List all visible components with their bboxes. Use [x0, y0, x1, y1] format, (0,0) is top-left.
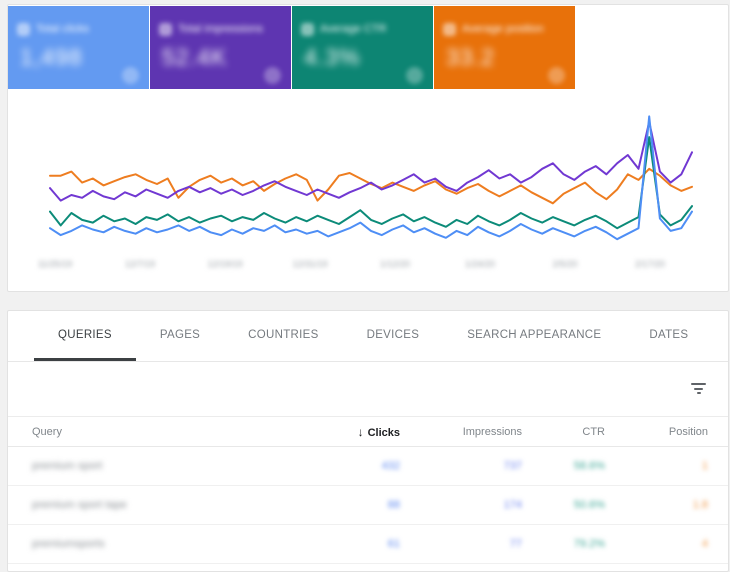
tab-search-appearance[interactable]: SEARCH APPEARANCE — [467, 328, 602, 341]
cell-clicks: 432 — [381, 460, 400, 472]
sort-desc-arrow-icon: ↓ — [357, 424, 364, 439]
chart-line-impressions — [49, 120, 693, 202]
performance-chart-panel: Total clicks 1,498 Total impressions 52.4K A… — [7, 4, 729, 292]
column-header-position[interactable]: Position — [668, 425, 708, 438]
cell-impressions: 737 — [503, 460, 522, 472]
tab-countries[interactable]: COUNTRIES — [248, 328, 319, 341]
summary-cards: Total clicks 1,498 Total impressions 52.4K A… — [8, 6, 575, 89]
help-circle-icon — [548, 67, 565, 84]
x-axis-tick-label: 12/7/19 — [124, 259, 156, 269]
cell-query[interactable]: premiumsports — [32, 538, 105, 550]
table-header-row: Query ↓ Clicks Impressions CTR Position — [8, 417, 728, 447]
metric-card-total-clicks[interactable]: Total clicks 1,498 — [8, 6, 149, 89]
cell-clicks: 61 — [387, 538, 400, 550]
metric-card-label: Average position — [462, 23, 544, 35]
tab-pages[interactable]: PAGES — [159, 328, 201, 341]
x-axis-tick-label: 12/19/19 — [207, 259, 243, 269]
table-row[interactable]: premium sport tape 88 174 50.6% 1.8 — [8, 486, 728, 525]
metric-card-head: Average CTR — [302, 23, 386, 35]
metric-card-head: Total impressions — [160, 23, 263, 35]
cell-position: 4 — [701, 538, 708, 550]
metric-card-average-ctr[interactable]: Average CTR 4.3% — [292, 6, 433, 89]
cell-query[interactable]: premium sport — [32, 460, 103, 472]
chart-line-clicks — [49, 115, 693, 241]
table-row[interactable]: premiumsports 61 77 79.2% 4 — [8, 525, 728, 564]
help-circle-icon — [406, 67, 423, 84]
dimension-tabs: QUERIES PAGES COUNTRIES DEVICES SEARCH APPEA… — [8, 311, 728, 362]
metric-card-total-impressions[interactable]: Total impressions 52.4K — [150, 6, 291, 89]
table-row[interactable]: premium sport 432 737 58.6% 1 — [8, 447, 728, 486]
performance-line-chart — [49, 115, 693, 241]
metric-card-value: 33.2 — [446, 44, 495, 70]
chart-line-ctr — [49, 136, 693, 230]
x-axis-tick-label: 2/17/20 — [634, 259, 666, 269]
chart-line-position — [49, 167, 693, 205]
metric-card-value: 1,498 — [20, 44, 83, 70]
x-axis-tick-label: 1/24/20 — [464, 259, 496, 269]
filter-bar — [8, 362, 728, 417]
metric-card-head: Average position — [444, 23, 544, 35]
cell-ctr: 50.6% — [573, 499, 605, 511]
x-axis-tick-label: 12/31/19 — [292, 259, 328, 269]
cell-impressions: 174 — [503, 499, 522, 511]
filter-list-icon[interactable] — [691, 383, 706, 396]
x-axis-tick-label: 11/25/19 — [37, 259, 73, 269]
metric-card-value: 4.3% — [304, 44, 361, 70]
column-header-query[interactable]: Query — [32, 425, 62, 438]
dimensions-table-panel: QUERIES PAGES COUNTRIES DEVICES SEARCH APPEA… — [7, 310, 729, 572]
cell-query[interactable]: premium sport tape — [32, 499, 127, 511]
metric-card-label: Total impressions — [178, 23, 263, 35]
cell-ctr: 58.6% — [573, 460, 605, 472]
column-header-label: Clicks — [367, 426, 400, 439]
chart-x-axis: 11/25/19 12/7/19 12/19/19 12/31/19 1/12/20 1/… — [8, 259, 728, 273]
tab-devices[interactable]: DEVICES — [366, 328, 420, 341]
checkbox-checked-icon[interactable] — [444, 23, 455, 35]
metric-card-label: Average CTR — [320, 23, 387, 35]
metric-card-value: 52.4K — [162, 44, 228, 70]
cell-clicks: 88 — [387, 499, 400, 511]
cell-position: 1 — [701, 460, 708, 472]
cell-impressions: 77 — [509, 538, 522, 550]
help-circle-icon — [122, 67, 139, 84]
tab-queries[interactable]: QUERIES — [34, 311, 136, 361]
column-header-clicks[interactable]: ↓ Clicks — [262, 425, 400, 439]
column-header-ctr[interactable]: CTR — [582, 425, 605, 438]
checkbox-checked-icon[interactable] — [18, 23, 29, 35]
checkbox-checked-icon[interactable] — [302, 23, 313, 35]
cell-position: 1.8 — [692, 499, 708, 511]
help-circle-icon — [264, 67, 281, 84]
metric-card-label: Total clicks — [36, 23, 90, 35]
tab-dates[interactable]: DATES — [649, 328, 689, 341]
cell-ctr: 79.2% — [573, 538, 605, 550]
table-body: premium sport 432 737 58.6% 1 premium sport t… — [8, 447, 728, 564]
metric-card-head: Total clicks — [18, 23, 89, 35]
x-axis-tick-label: 1/12/20 — [379, 259, 411, 269]
column-header-impressions[interactable]: Impressions — [462, 425, 522, 438]
x-axis-tick-label: 2/5/20 — [552, 259, 578, 269]
checkbox-checked-icon[interactable] — [160, 23, 171, 35]
metric-card-average-position[interactable]: Average position 33.2 — [434, 6, 575, 89]
